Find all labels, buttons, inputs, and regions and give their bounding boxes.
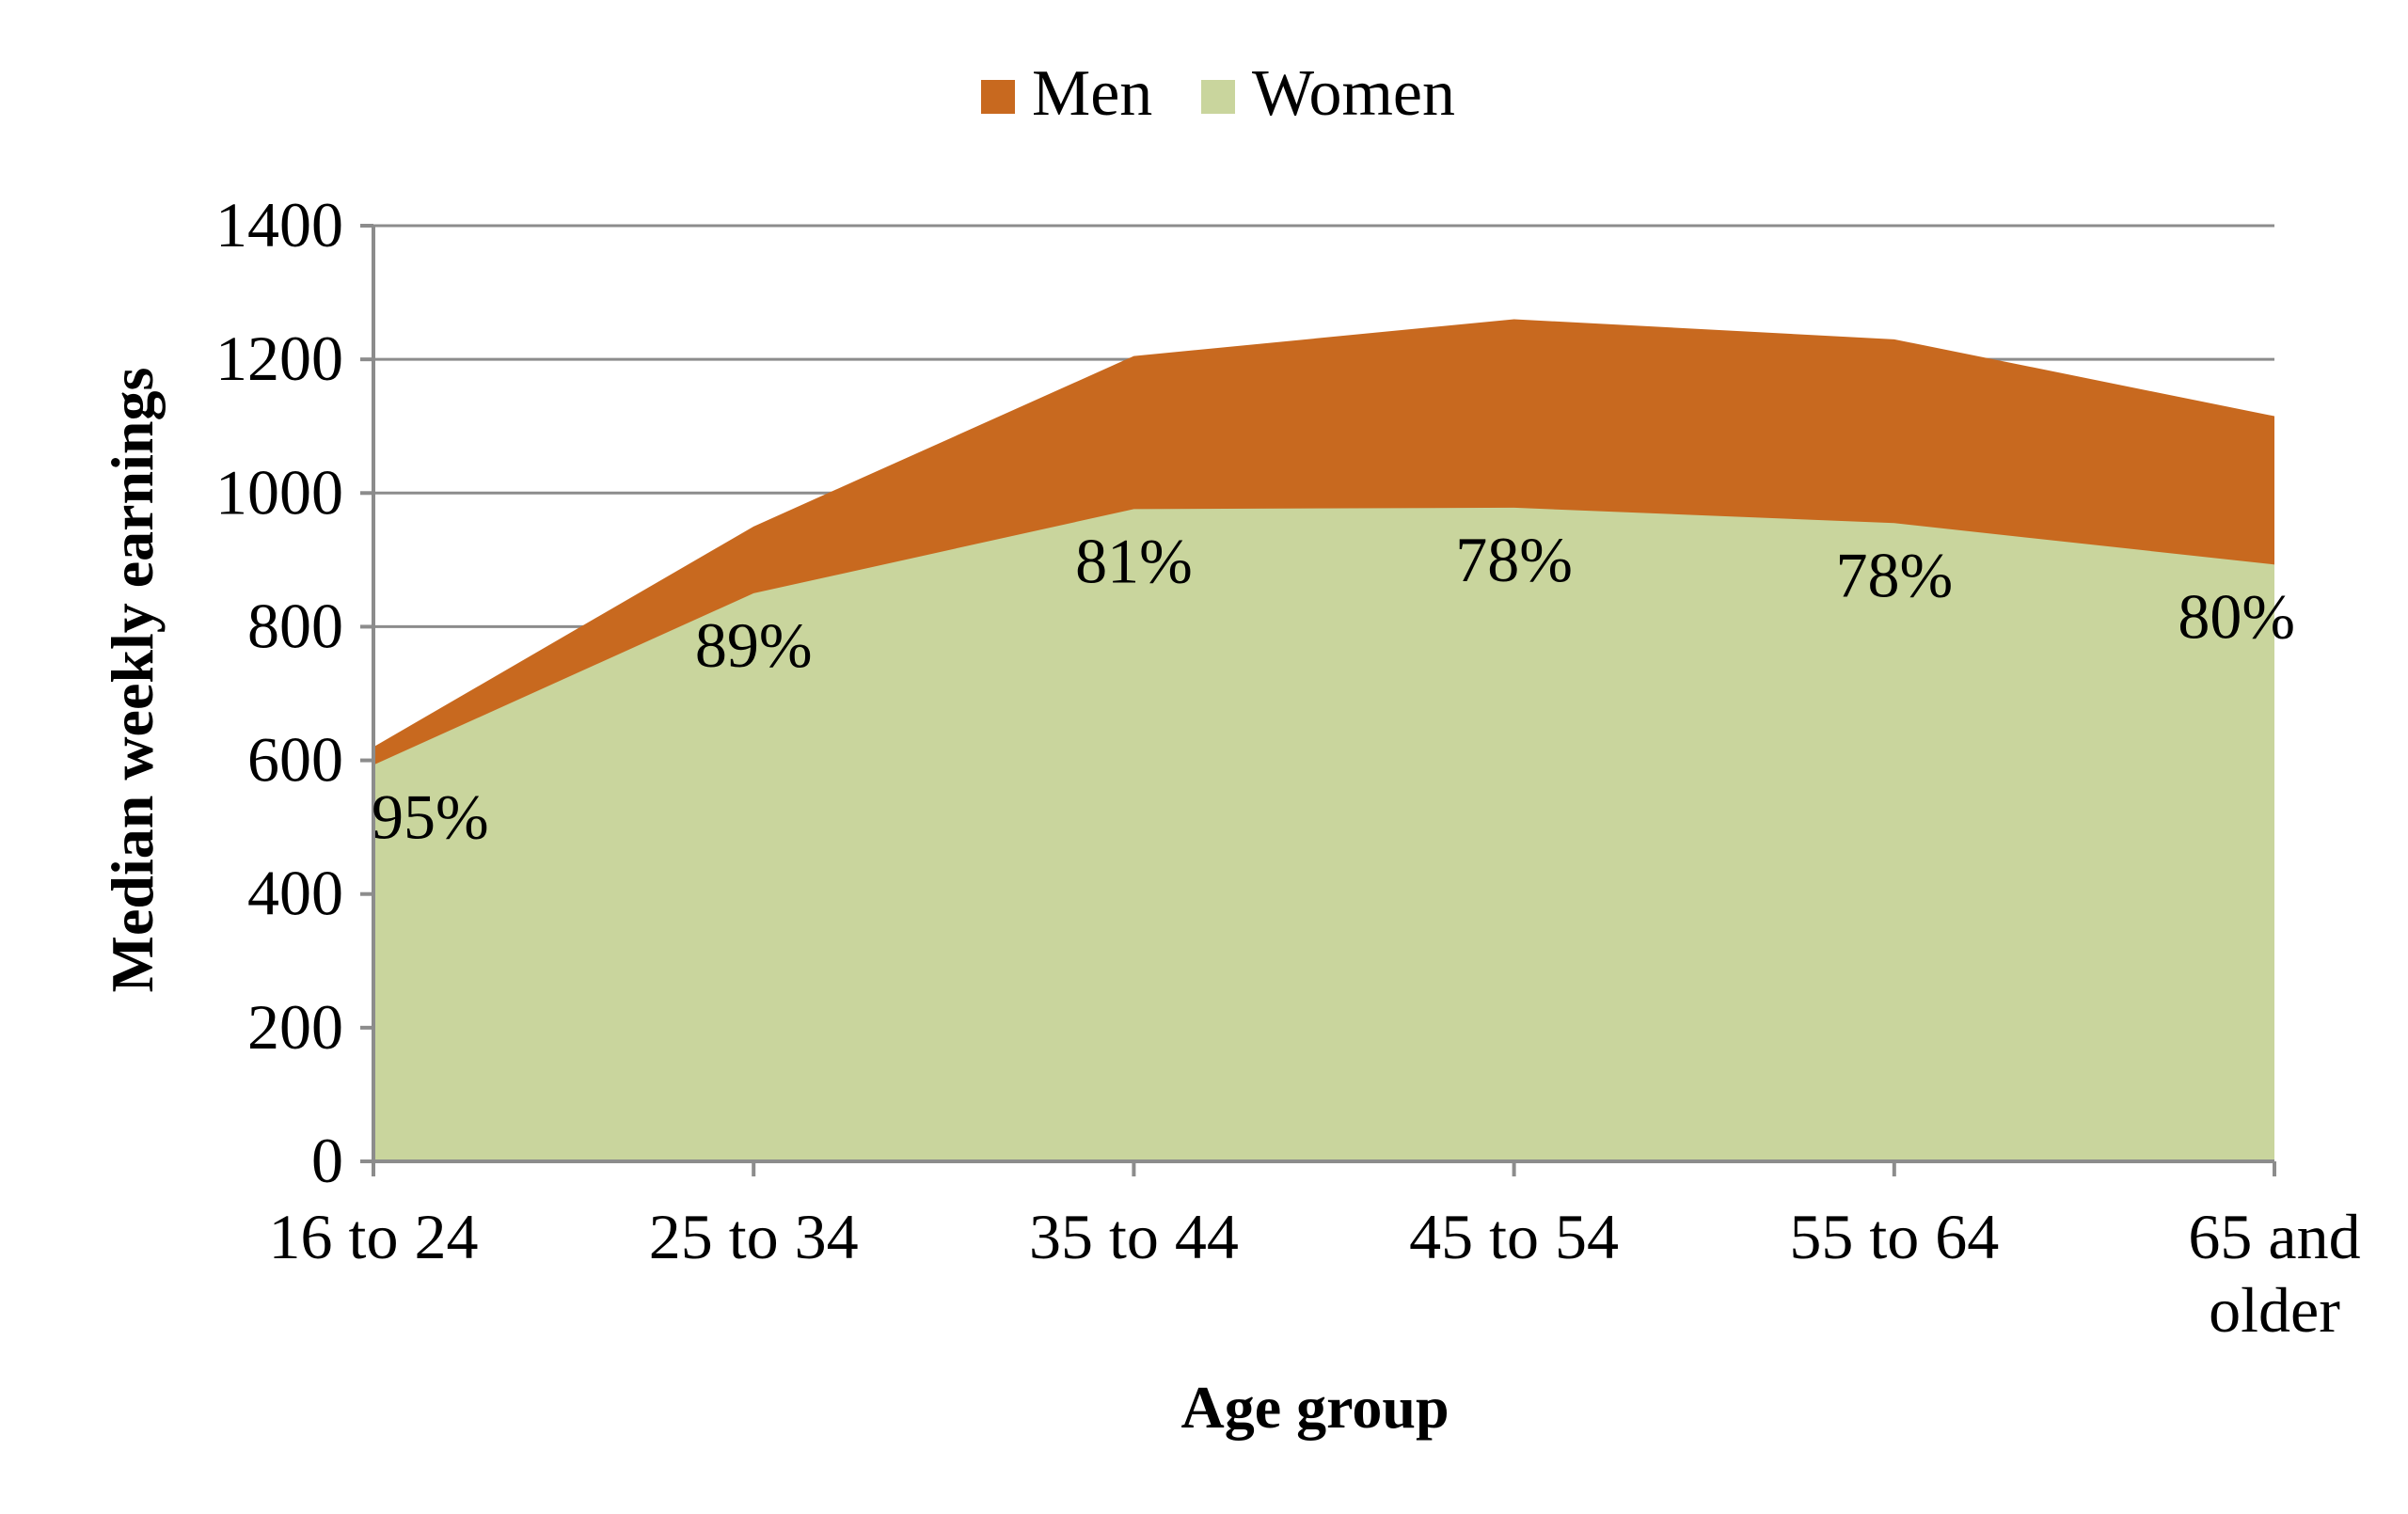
x-tick-label: 35 to 44 — [1029, 1201, 1239, 1272]
y-tick-label: 600 — [247, 724, 343, 796]
ratio-label: 80% — [2178, 580, 2295, 652]
ratio-label: 78% — [1455, 524, 1573, 595]
y-tick-label: 400 — [247, 858, 343, 929]
axes — [360, 224, 2276, 1176]
x-tick-label: 45 to 54 — [1409, 1201, 1619, 1272]
ratio-label: 81% — [1075, 525, 1193, 596]
x-tick-label: 65 and — [2188, 1201, 2360, 1272]
y-tick-label: 200 — [247, 991, 343, 1063]
y-tick-label: 1200 — [215, 323, 343, 394]
legend-label-women: Women — [1252, 57, 1455, 130]
ratio-label: 89% — [695, 609, 813, 681]
x-tick-labels: 16 to 24 25 to 34 35 to 44 45 to 54 55 to 64… — [269, 1201, 2361, 1346]
area-women — [373, 507, 2274, 1161]
x-tick-label: 16 to 24 — [269, 1201, 479, 1272]
plot-areas — [373, 319, 2274, 1161]
y-tick-label: 1000 — [215, 456, 343, 528]
legend: Men Women — [981, 57, 1455, 130]
y-tick-label: 800 — [247, 590, 343, 661]
data-labels: 95% 89% 81% 78% 78% 80% — [372, 524, 2295, 853]
legend-swatch-men — [981, 80, 1015, 114]
x-tick-label: older — [2209, 1274, 2340, 1346]
legend-label-men: Men — [1032, 57, 1152, 130]
x-tick-label: 25 to 34 — [649, 1201, 859, 1272]
y-tick-labels: 0 200 400 600 800 1000 1200 1400 — [215, 189, 343, 1196]
ratio-label: 95% — [372, 781, 489, 853]
y-tick-label: 0 — [311, 1125, 343, 1196]
y-axis-title: Median weekly earnings — [99, 368, 166, 993]
y-tick-label: 1400 — [215, 189, 343, 260]
x-axis-title: Age group — [1180, 1374, 1449, 1441]
legend-swatch-women — [1201, 80, 1235, 114]
ratio-label: 78% — [1835, 539, 1953, 610]
x-tick-label: 55 to 64 — [1789, 1201, 1999, 1272]
